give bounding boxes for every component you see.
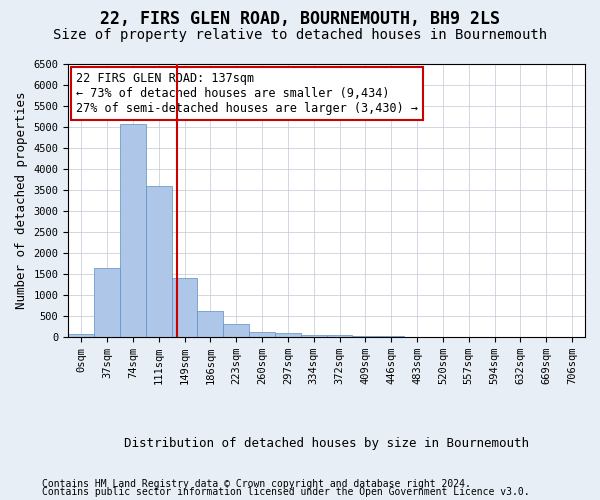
Text: 22 FIRS GLEN ROAD: 137sqm
← 73% of detached houses are smaller (9,434)
27% of se: 22 FIRS GLEN ROAD: 137sqm ← 73% of detac… [76, 72, 418, 115]
Y-axis label: Number of detached properties: Number of detached properties [15, 92, 28, 309]
Bar [120, 124, 146, 337]
Bar [94, 268, 120, 337]
Bar [172, 278, 197, 337]
Text: 22, FIRS GLEN ROAD, BOURNEMOUTH, BH9 2LS: 22, FIRS GLEN ROAD, BOURNEMOUTH, BH9 2LS [100, 10, 500, 28]
Bar [326, 336, 352, 337]
Bar [249, 332, 275, 337]
Bar [379, 336, 404, 337]
Text: Contains public sector information licensed under the Open Government Licence v3: Contains public sector information licen… [42, 487, 530, 497]
Text: Contains HM Land Registry data © Crown copyright and database right 2024.: Contains HM Land Registry data © Crown c… [42, 479, 471, 489]
Bar [68, 334, 94, 337]
Bar [146, 186, 172, 337]
Bar [275, 333, 301, 337]
Text: Size of property relative to detached houses in Bournemouth: Size of property relative to detached ho… [53, 28, 547, 42]
Bar [197, 312, 223, 337]
X-axis label: Distribution of detached houses by size in Bournemouth: Distribution of detached houses by size … [124, 437, 529, 450]
Bar [301, 334, 326, 337]
Bar [352, 336, 379, 337]
Bar [223, 324, 249, 337]
